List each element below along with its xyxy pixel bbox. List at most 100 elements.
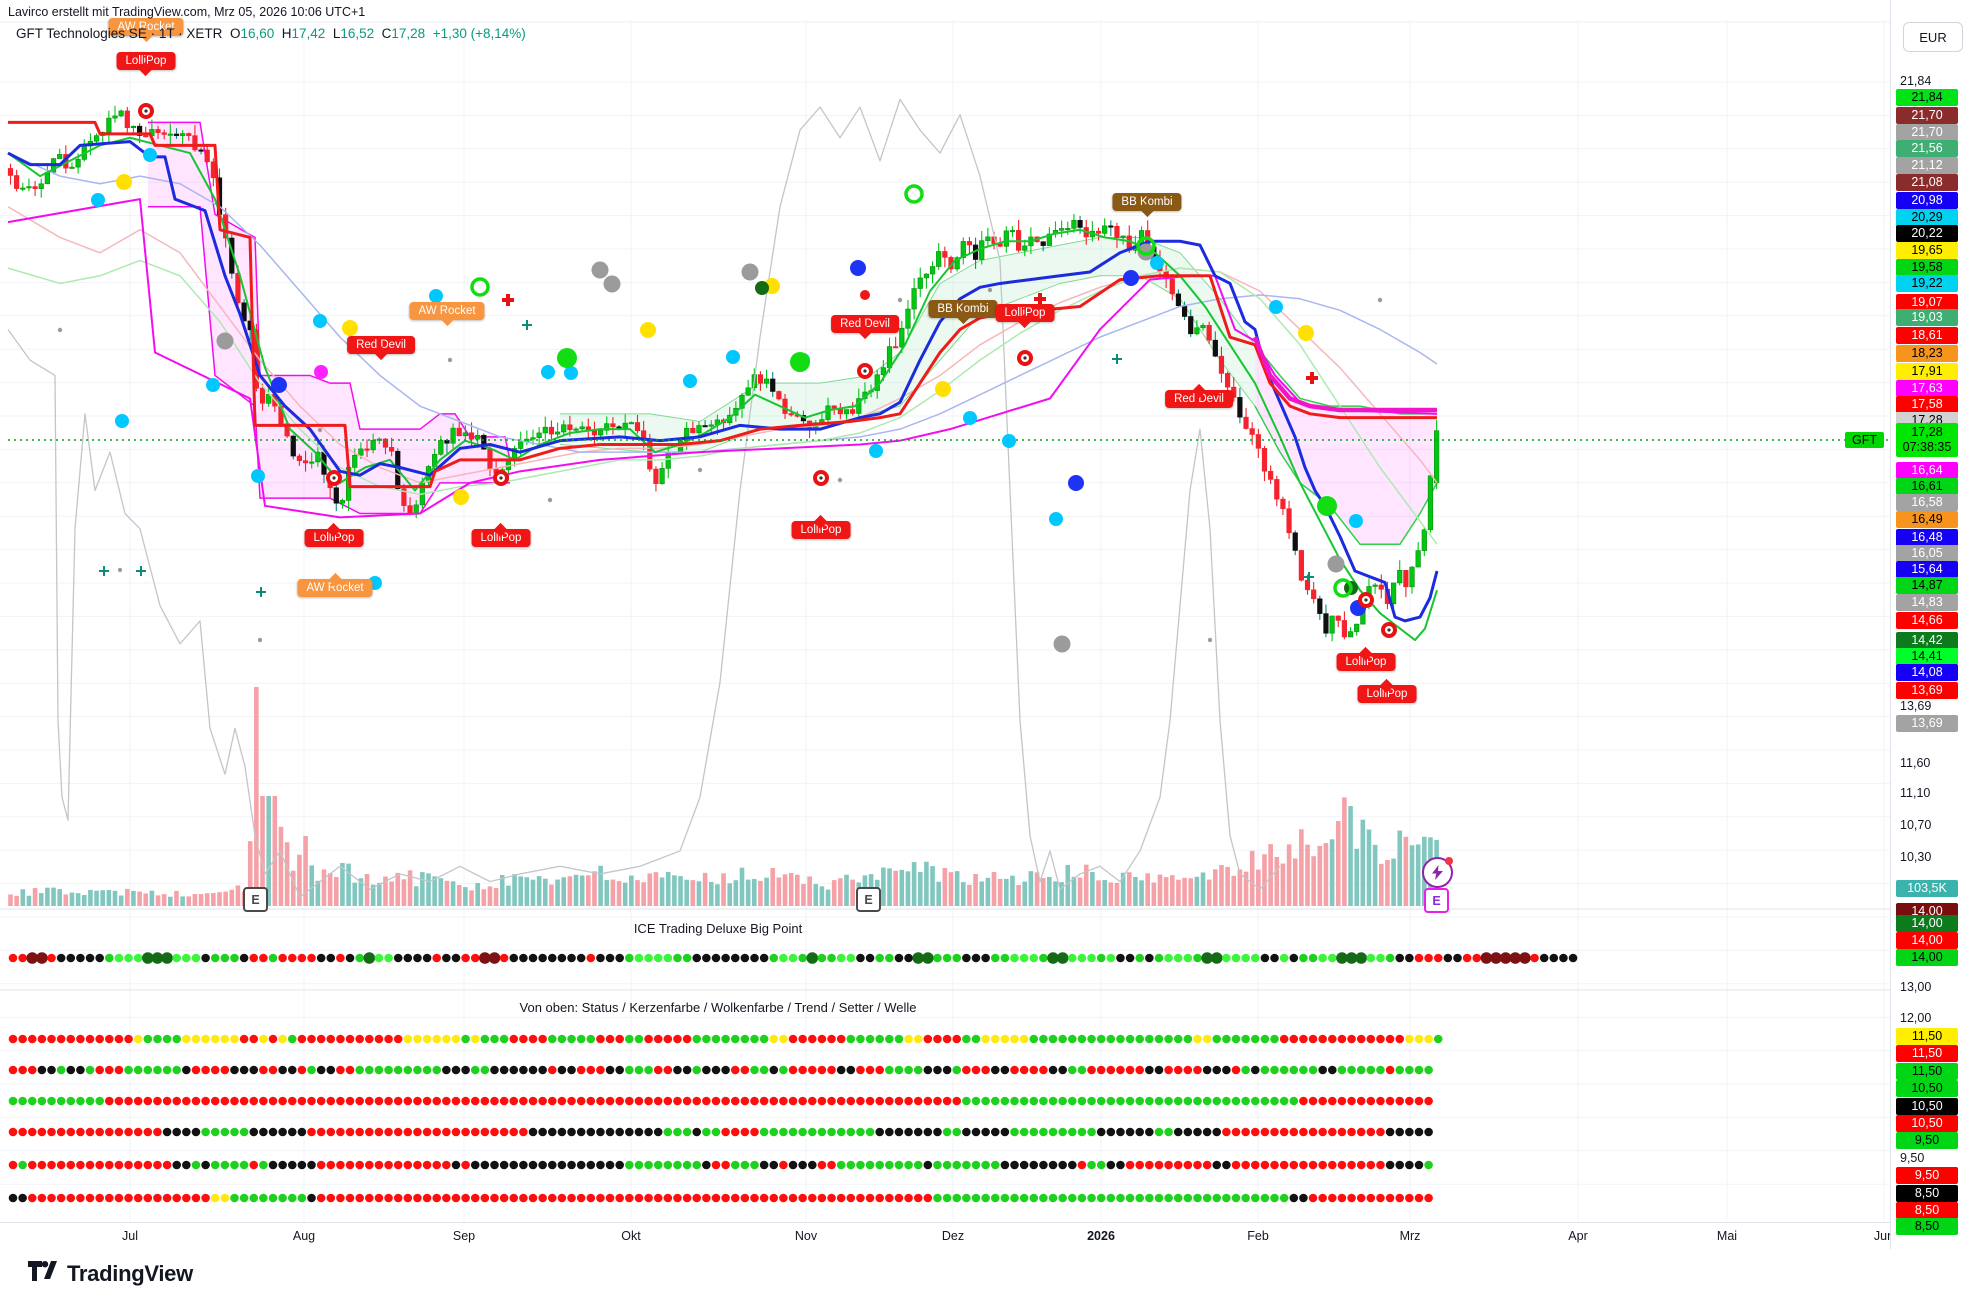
signal-flag-bb-kombi[interactable]: BB Kombi bbox=[928, 300, 998, 325]
status-row-4-dot bbox=[1145, 1127, 1154, 1137]
volume-bar bbox=[1329, 839, 1335, 906]
status-row-2-dot bbox=[904, 1065, 913, 1075]
status-row-4-dot bbox=[875, 1127, 884, 1137]
signal-flag-lollipop[interactable]: LolliPop bbox=[304, 522, 364, 547]
status-row-3-dot bbox=[1289, 1096, 1299, 1106]
volume-bar bbox=[1225, 866, 1230, 906]
status-row-5-dot bbox=[201, 1160, 210, 1170]
status-row-4-dot bbox=[692, 1127, 702, 1137]
status-row-1-dot bbox=[365, 1034, 374, 1044]
status-row-3-dot bbox=[827, 1096, 836, 1106]
candle-body bbox=[763, 378, 770, 384]
status-row-5-dot bbox=[432, 1160, 442, 1170]
status-row-6-dot bbox=[634, 1193, 644, 1203]
ice-indicator-dot bbox=[210, 953, 220, 963]
volume-bar bbox=[8, 894, 13, 906]
status-row-6-dot bbox=[451, 1193, 461, 1203]
volume-bar bbox=[702, 872, 708, 906]
signal-flag-aw-rocket[interactable]: AW Rocket bbox=[297, 572, 373, 597]
signal-flag-lollipop[interactable]: LolliPop bbox=[1336, 646, 1396, 671]
status-row-4-dot bbox=[509, 1127, 519, 1137]
status-row-4-dot bbox=[345, 1127, 355, 1137]
status-row-1-dot bbox=[1347, 1034, 1356, 1044]
tiny-gray-dot bbox=[447, 357, 453, 363]
ice-indicator-dot bbox=[1395, 953, 1405, 963]
price-axis[interactable]: EUR 21,84 21,84 21,70 21,70 21,56 21,12 21,08 2… bbox=[1890, 0, 1974, 1249]
status-row-4-dot bbox=[1270, 1127, 1279, 1137]
candle-body bbox=[167, 133, 173, 136]
signal-flag-lollipop[interactable]: LolliPop bbox=[791, 514, 851, 539]
status-row-1-dot bbox=[413, 1034, 422, 1044]
volume-bar bbox=[997, 878, 1003, 906]
ice-indicator-dot bbox=[1345, 952, 1358, 964]
candle-body bbox=[954, 257, 960, 270]
symbol-name[interactable]: GFT Technologies SE bbox=[16, 26, 147, 41]
time-axis[interactable]: Jul Aug Sep Okt Nov Dez 2026 Feb Mrz Apr Mai Jun bbox=[0, 1222, 1974, 1251]
signal-flag-lollipop[interactable]: LolliPop bbox=[995, 304, 1055, 329]
status-row-4-dot bbox=[1356, 1127, 1366, 1137]
status-row-4-dot bbox=[942, 1127, 952, 1137]
event-marker-button[interactable]: E bbox=[243, 887, 268, 912]
status-row-6-dot bbox=[509, 1193, 519, 1203]
signal-flag-aw-rocket[interactable]: AW Rocket bbox=[409, 302, 485, 327]
status-row-6-dot bbox=[307, 1193, 316, 1203]
ice-indicator-dot bbox=[547, 953, 557, 963]
status-row-5-dot bbox=[827, 1160, 836, 1170]
status-row-1-dot bbox=[605, 1034, 615, 1044]
ice-indicator-dot bbox=[230, 953, 239, 963]
candle-body bbox=[1274, 479, 1280, 500]
signal-flag-lollipop[interactable]: LolliPop bbox=[116, 52, 176, 77]
symbol-interval[interactable]: 1T bbox=[158, 26, 175, 41]
status-row-5-dot bbox=[1125, 1160, 1135, 1170]
volume-bar bbox=[1047, 876, 1052, 906]
blue-signal-dot bbox=[850, 260, 866, 276]
ice-indicator-dot bbox=[1210, 952, 1223, 964]
candle-body bbox=[358, 448, 364, 456]
ice-indicator-dot bbox=[384, 953, 393, 963]
volume-bar bbox=[844, 874, 849, 906]
candle-body bbox=[653, 468, 659, 484]
signal-flag-aw-rocket[interactable]: AW Rocket bbox=[108, 18, 184, 43]
ice-indicator-dot bbox=[432, 953, 442, 963]
teal-cross-marker bbox=[136, 566, 146, 576]
signal-flag-lollipop[interactable]: LolliPop bbox=[1357, 678, 1417, 703]
status-row-3-dot bbox=[615, 1096, 624, 1106]
status-row-2-dot bbox=[355, 1065, 364, 1075]
signal-flag-red-devil[interactable]: Red Devil bbox=[347, 336, 415, 361]
candle-body bbox=[173, 133, 180, 136]
signal-flag-red-devil[interactable]: Red Devil bbox=[831, 315, 899, 340]
status-row-2-dot bbox=[557, 1065, 567, 1075]
ice-indicator-dot bbox=[220, 953, 230, 963]
signal-flag-lollipop[interactable]: LolliPop bbox=[471, 522, 531, 547]
status-row-1-dot bbox=[653, 1034, 663, 1044]
time-axis-label-dez: Dez bbox=[941, 1229, 965, 1243]
chart-canvas[interactable] bbox=[0, 0, 1890, 1249]
volume-bar bbox=[567, 876, 573, 906]
ice-indicator-dot bbox=[1019, 953, 1029, 963]
status-row-3-dot bbox=[1135, 1096, 1145, 1106]
status-row-2-dot bbox=[605, 1065, 615, 1075]
status-row-5-dot bbox=[1010, 1160, 1019, 1170]
signal-flag-red-devil[interactable]: Red Devil bbox=[1165, 383, 1233, 408]
event-marker-button[interactable]: E bbox=[856, 887, 881, 912]
ice-indicator-dot bbox=[1047, 952, 1059, 964]
signal-flag-bb-kombi[interactable]: BB Kombi bbox=[1112, 193, 1182, 218]
volume-bar bbox=[420, 872, 425, 906]
ice-indicator-dot bbox=[249, 953, 259, 963]
status-row-2-dot bbox=[644, 1065, 653, 1075]
status-row-6-dot bbox=[1328, 1193, 1337, 1203]
tradingview-logo[interactable]: TradingView bbox=[28, 1261, 193, 1287]
currency-button[interactable]: EUR bbox=[1903, 22, 1963, 52]
candle-body bbox=[204, 149, 210, 163]
ice-indicator-dot bbox=[1480, 952, 1493, 964]
status-row-3-dot bbox=[442, 1096, 451, 1106]
alert-flash-icon[interactable] bbox=[1422, 857, 1453, 888]
status-row-1-dot bbox=[220, 1034, 230, 1044]
event-marker-button[interactable]: E bbox=[1424, 888, 1449, 913]
status-row-3-dot bbox=[933, 1096, 942, 1106]
ice-indicator-dot bbox=[355, 953, 364, 963]
volume-bar bbox=[180, 896, 185, 906]
status-row-6-dot bbox=[1260, 1193, 1270, 1203]
cyan-signal-dot bbox=[564, 366, 578, 380]
status-row-1-dot bbox=[1395, 1034, 1405, 1044]
